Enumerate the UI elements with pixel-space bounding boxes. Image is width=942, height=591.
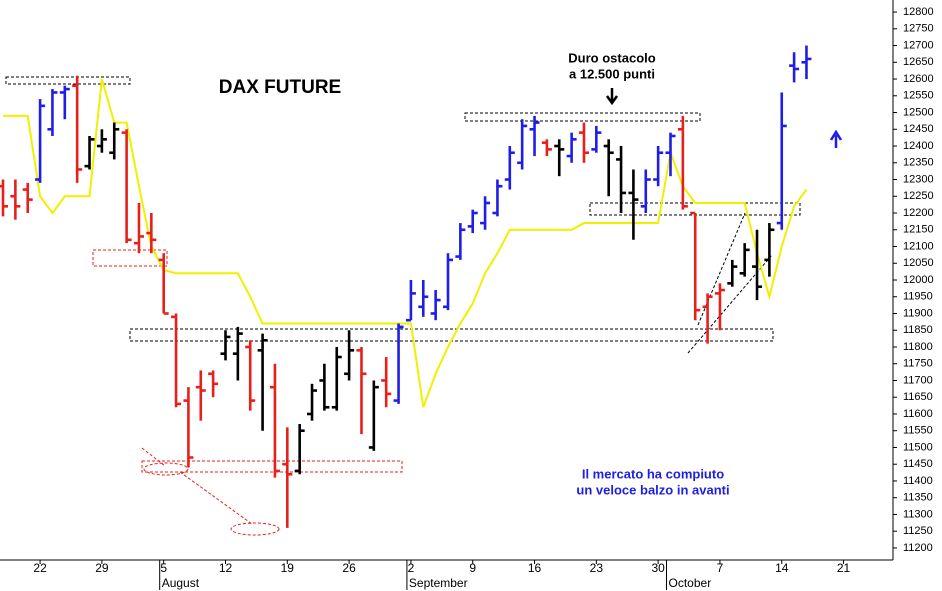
y-tick-label: 12100 <box>903 240 934 252</box>
y-tick-label: 12000 <box>903 274 934 286</box>
level-box <box>464 112 701 122</box>
arrow-down <box>605 88 619 106</box>
y-tick-label: 11850 <box>903 324 933 336</box>
x-tick-label: 14 <box>775 561 789 575</box>
trend-line <box>687 254 773 354</box>
plot <box>0 45 812 528</box>
y-tick-label: 12450 <box>903 123 934 135</box>
y-tick-label: 11350 <box>903 492 933 504</box>
y-tick-label: 11800 <box>903 341 933 353</box>
y-tick-label: 12800 <box>903 6 934 18</box>
x-tick-label: 30 <box>651 561 665 575</box>
y-tick-label: 12700 <box>903 39 934 51</box>
stop-line <box>3 78 808 408</box>
y-tick-label: 12350 <box>903 157 934 169</box>
highlight-ellipse <box>230 522 280 536</box>
chart-title: DAX FUTURE <box>219 77 341 98</box>
highlight-ellipse <box>143 462 189 476</box>
y-tick-label: 11250 <box>903 525 933 537</box>
x-tick-label: 5 <box>160 561 167 575</box>
x-tick-label: 2 <box>408 561 415 575</box>
level-box <box>5 76 131 85</box>
x-tick-label: 19 <box>281 561 295 575</box>
annotation: un veloce balzo in avanti <box>576 482 729 497</box>
y-tick-label: 11700 <box>903 374 933 386</box>
y-tick-label: 11500 <box>903 441 933 453</box>
y-tick-label: 12750 <box>903 23 934 35</box>
y-tick-label: 12050 <box>903 257 934 269</box>
annotation: Duro ostacolo <box>568 50 655 65</box>
x-tick-label: 29 <box>95 561 109 575</box>
y-tick-label: 12550 <box>903 90 934 102</box>
y-tick-label: 11400 <box>903 475 933 487</box>
arrow-up <box>829 129 843 148</box>
level-box <box>141 460 403 473</box>
y-tick-label: 11600 <box>903 408 933 420</box>
x-tick-label: 22 <box>33 561 47 575</box>
y-tick-label: 11450 <box>903 458 933 470</box>
y-tick-label: 12600 <box>903 73 934 85</box>
y-tick-label: 11750 <box>903 358 933 370</box>
trend-line <box>179 471 253 525</box>
annotation: Il mercato ha compiuto <box>582 466 724 481</box>
month-label: October <box>669 576 712 590</box>
x-tick-label: 12 <box>219 561 233 575</box>
trend-line <box>697 212 746 326</box>
x-tick-label: 16 <box>528 561 542 575</box>
y-tick-label: 11200 <box>903 542 933 554</box>
y-tick-label: 12650 <box>903 56 934 68</box>
annotation: a 12.500 punti <box>569 66 655 81</box>
y-tick-label: 12300 <box>903 173 934 185</box>
x-tick-label: 26 <box>342 561 356 575</box>
y-tick-label: 11950 <box>903 291 933 303</box>
y-tick-label: 12200 <box>903 207 934 219</box>
y-tick-label: 12500 <box>903 106 934 118</box>
month-label: August <box>162 576 200 590</box>
y-tick-label: 11900 <box>903 307 933 319</box>
y-tick-label: 11550 <box>903 425 933 437</box>
month-label: September <box>409 576 468 590</box>
y-tick-label: 12400 <box>903 140 934 152</box>
x-tick-label: 23 <box>590 561 604 575</box>
x-tick-label: 9 <box>469 561 476 575</box>
level-box <box>92 249 168 267</box>
y-tick-label: 11300 <box>903 508 933 520</box>
x-tick-label: 21 <box>837 561 851 575</box>
y-tick-label: 12150 <box>903 224 934 236</box>
y-tick-label: 12250 <box>903 190 934 202</box>
x-tick-label: 7 <box>717 561 724 575</box>
y-tick-label: 11650 <box>903 391 933 403</box>
